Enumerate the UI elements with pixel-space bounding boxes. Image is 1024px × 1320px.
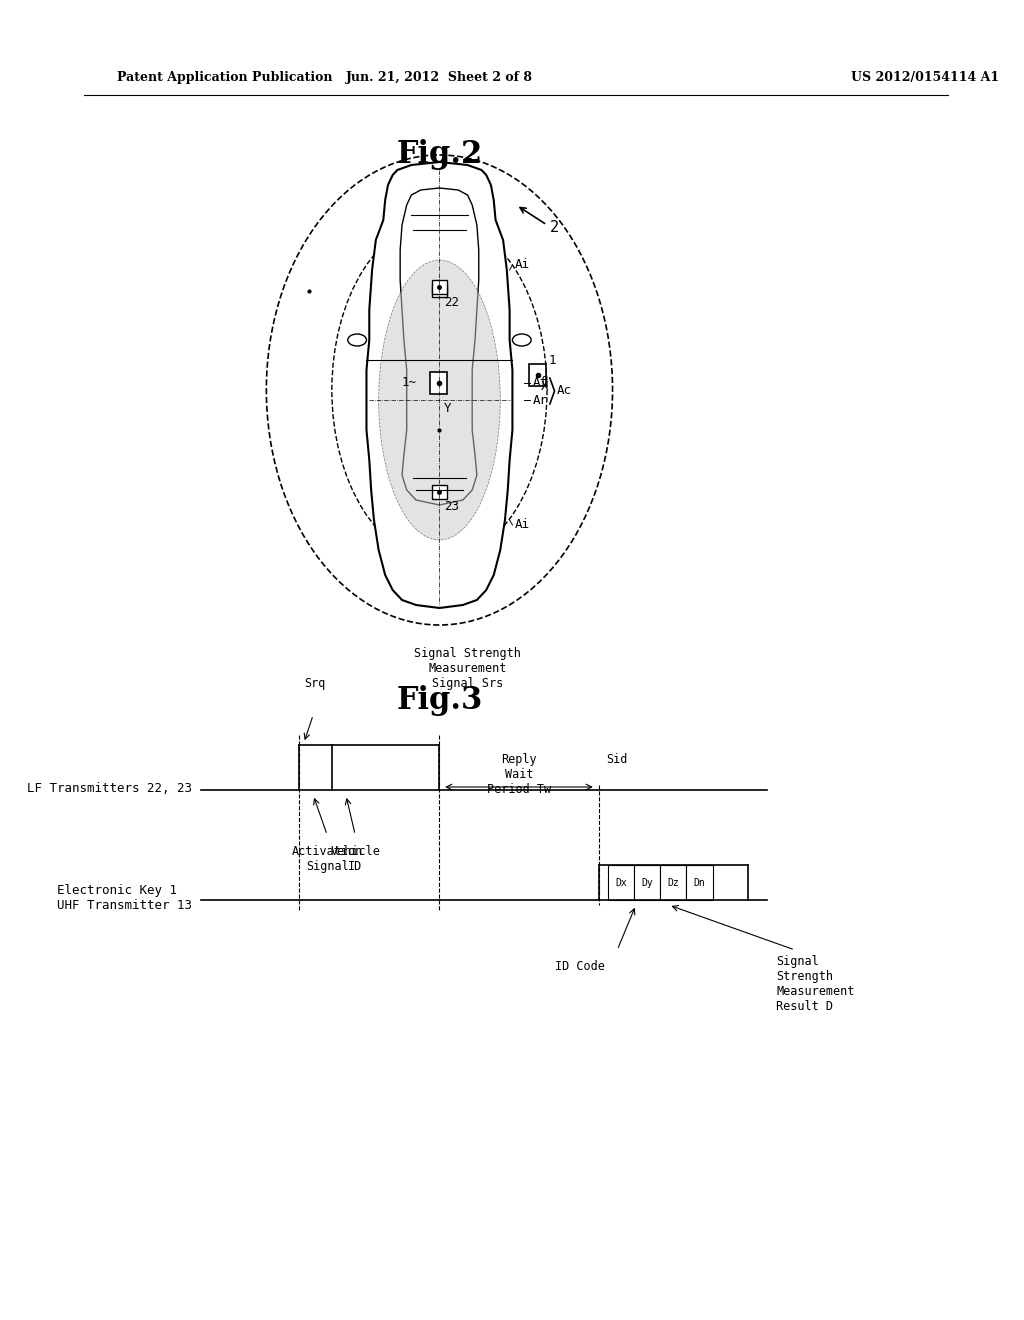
Text: Dx: Dx bbox=[615, 878, 627, 887]
PathPatch shape bbox=[400, 187, 479, 506]
Bar bbox=[432, 285, 446, 297]
Bar bbox=[430, 372, 446, 393]
Text: Vehicle
ID: Vehicle ID bbox=[331, 845, 380, 873]
Text: 1: 1 bbox=[549, 354, 556, 367]
Text: Ai: Ai bbox=[514, 259, 529, 272]
Text: US 2012/0154114 A1: US 2012/0154114 A1 bbox=[851, 71, 999, 84]
Text: 1~: 1~ bbox=[401, 376, 416, 389]
Text: Af: Af bbox=[534, 375, 548, 388]
Bar bbox=[432, 484, 446, 499]
Text: Activation
Signal: Activation Signal bbox=[292, 845, 362, 873]
Text: Dn: Dn bbox=[693, 878, 706, 887]
Text: Fig.2: Fig.2 bbox=[396, 140, 482, 170]
Text: 23: 23 bbox=[444, 500, 459, 513]
Text: Dz: Dz bbox=[668, 878, 679, 887]
PathPatch shape bbox=[367, 162, 512, 609]
Ellipse shape bbox=[512, 334, 531, 346]
Text: 22: 22 bbox=[444, 296, 459, 309]
Text: Electronic Key 1
UHF Transmitter 13: Electronic Key 1 UHF Transmitter 13 bbox=[56, 884, 191, 912]
Text: Fig.3: Fig.3 bbox=[396, 685, 482, 715]
Text: 2: 2 bbox=[550, 220, 559, 235]
Text: Ac: Ac bbox=[556, 384, 571, 397]
Bar bbox=[634, 865, 660, 900]
Ellipse shape bbox=[379, 260, 501, 540]
Text: Patent Application Publication: Patent Application Publication bbox=[117, 71, 332, 84]
Bar bbox=[529, 364, 546, 385]
Ellipse shape bbox=[348, 334, 367, 346]
Text: Srq: Srq bbox=[304, 677, 326, 690]
Text: Y: Y bbox=[444, 401, 452, 414]
Text: LF Transmitters 22, 23: LF Transmitters 22, 23 bbox=[27, 781, 191, 795]
Text: X: X bbox=[541, 380, 548, 393]
Text: Signal
Strength
Measurement
Result D: Signal Strength Measurement Result D bbox=[776, 954, 855, 1012]
Bar bbox=[608, 865, 634, 900]
Text: Ar: Ar bbox=[534, 393, 548, 407]
Bar bbox=[686, 865, 713, 900]
Text: Reply
Wait
Period Tw: Reply Wait Period Tw bbox=[487, 752, 551, 796]
Text: Jun. 21, 2012  Sheet 2 of 8: Jun. 21, 2012 Sheet 2 of 8 bbox=[346, 71, 532, 84]
Text: Ai: Ai bbox=[514, 519, 529, 532]
Text: Sid: Sid bbox=[606, 752, 628, 766]
Bar bbox=[432, 280, 446, 294]
Text: Dy: Dy bbox=[641, 878, 653, 887]
Bar bbox=[660, 865, 686, 900]
Text: ID Code: ID Code bbox=[555, 960, 605, 973]
Text: Signal Strength
Measurement
Signal Srs: Signal Strength Measurement Signal Srs bbox=[414, 647, 521, 690]
